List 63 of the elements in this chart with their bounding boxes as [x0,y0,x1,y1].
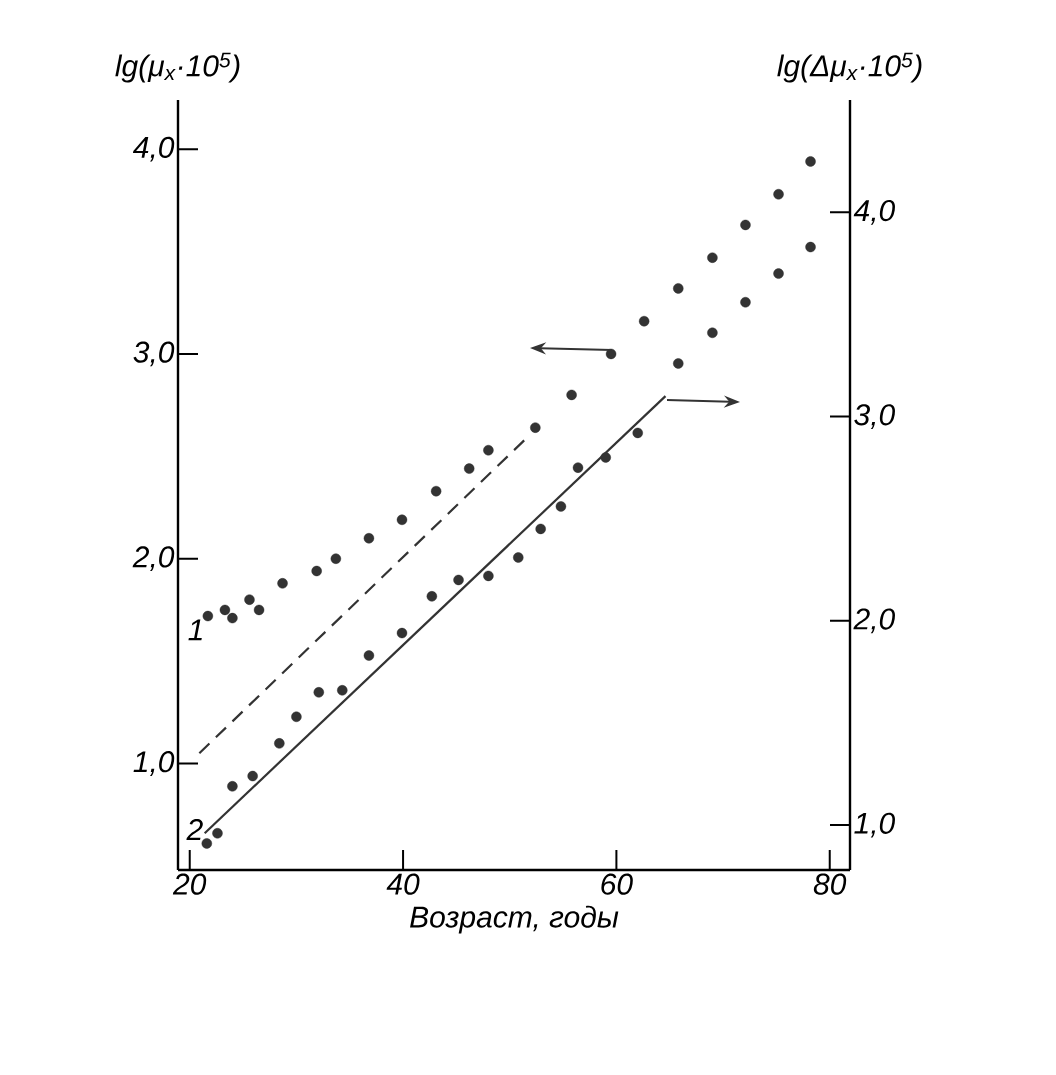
x-tick-label: 80 [813,873,847,895]
point [740,296,751,308]
point [566,389,577,401]
point [430,485,442,497]
point [555,501,567,512]
x-tick-label: 40 [386,873,420,895]
point [201,838,212,849]
point [277,578,288,589]
point [572,462,584,473]
y2-tick-label: 1,0 [854,812,895,838]
point [274,738,285,749]
point [513,552,524,563]
point [707,252,718,263]
y2-tick-label: 4,0 [853,199,895,225]
point [244,594,255,605]
point [805,241,816,253]
point [227,781,238,792]
y2-tick-label: 2,0 [853,608,895,634]
point [313,687,324,698]
point [227,612,238,624]
point [464,463,475,474]
point [535,523,546,535]
y-axis-title: lg(μ$_{x}$·10$^{5}$) [115,52,240,83]
point [291,711,302,723]
y-tick-label: 1,0 [133,751,175,776]
point [253,604,265,616]
x-axis-title: Возраст, годы [410,905,619,934]
point [773,189,784,200]
point [426,591,438,602]
point [673,358,684,369]
point [707,327,718,339]
series-label: 1 [188,619,202,641]
point [638,315,650,327]
point [453,574,464,586]
point [247,770,258,782]
point [600,452,611,463]
series-label: 2 [186,818,203,840]
point [673,283,684,294]
point [740,219,751,231]
y2-axis-title: lg(Δμ$_{x}$·10$^{5}$) [777,52,922,83]
point [773,268,784,279]
point [212,828,223,839]
point [330,553,342,564]
point [396,627,408,639]
point [632,427,643,439]
point [311,565,322,577]
point [530,422,541,433]
point [363,533,375,544]
x-tick-label: 60 [601,873,633,895]
point [363,650,375,661]
point [337,685,348,696]
y2-tick-label: 3,0 [854,404,895,429]
y-tick-label: 2,0 [132,546,175,572]
point [396,514,408,526]
point [805,156,816,167]
x-tick-label: 20 [172,873,207,895]
point [483,444,494,456]
point [605,348,617,360]
point [219,604,231,616]
point [483,570,494,582]
point [202,610,214,622]
y-tick-label: 4,0 [132,136,175,162]
y-tick-label: 3,0 [133,341,175,367]
